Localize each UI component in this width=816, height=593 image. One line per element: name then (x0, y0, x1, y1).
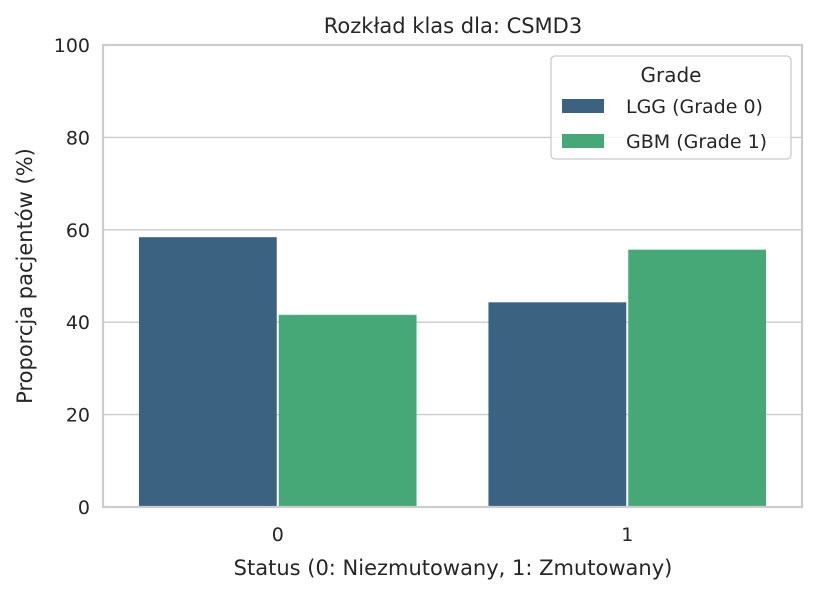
legend-title: Grade (641, 63, 702, 87)
y-axis-label: Proporcja pacjentów (%) (13, 148, 37, 404)
legend-box (550, 55, 792, 160)
y-tick-label: 60 (66, 220, 90, 242)
tick-labels: 0 20 40 60 80 100 0 1 (54, 35, 634, 546)
x-tick-label: 1 (621, 524, 633, 546)
bars (138, 237, 767, 507)
y-tick-label: 20 (66, 405, 90, 427)
bar-gbm-status-0 (278, 314, 417, 507)
bar-lgg-status-0 (138, 237, 277, 507)
legend-swatch-gbm (562, 134, 604, 148)
bar-lgg-status-1 (488, 302, 627, 507)
y-tick-label: 40 (66, 312, 90, 334)
chart-title: Rozkład klas dla: CSMD3 (324, 14, 582, 38)
legend-label-gbm: GBM (Grade 1) (626, 131, 767, 153)
legend-label-lgg: LGG (Grade 0) (626, 96, 763, 118)
x-tick-label: 0 (272, 524, 284, 546)
bar-gbm-status-1 (628, 249, 767, 507)
y-tick-label: 100 (54, 35, 90, 57)
legend: Grade LGG (Grade 0) GBM (Grade 1) (550, 55, 792, 160)
x-axis-label: Status (0: Niezmutowany, 1: Zmutowany) (234, 556, 673, 580)
legend-swatch-lgg (562, 99, 604, 113)
plot-frame (101, 43, 804, 509)
y-tick-label: 80 (66, 127, 90, 149)
y-tick-label: 0 (78, 497, 90, 519)
